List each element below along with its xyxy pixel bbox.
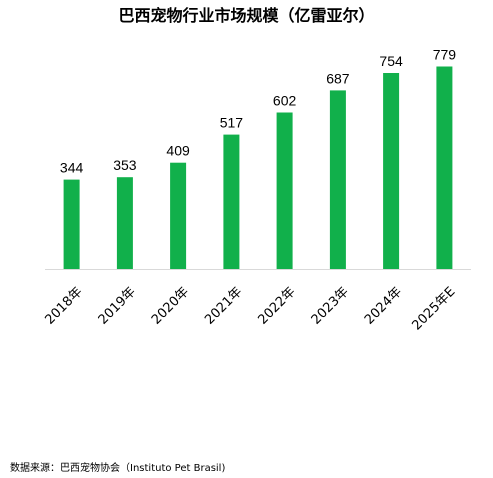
value-label-2022年: 602 xyxy=(273,93,297,109)
bar-2022年 xyxy=(276,112,293,269)
x-tick-label-2021年: 2021年 xyxy=(202,284,245,327)
x-tick-label-2018年: 2018年 xyxy=(42,284,85,327)
source-note: 数据来源：巴西宠物协会（Instituto Pet Brasil) xyxy=(10,463,226,474)
value-label-2018年: 344 xyxy=(60,160,84,176)
chart-title: 巴西宠物行业市场规模（亿雷亚尔） xyxy=(118,6,375,25)
value-label-2021年: 517 xyxy=(220,115,244,131)
value-labels: 344 353 409 517 602 687 754 779 xyxy=(60,47,456,176)
x-tick-label-2023年: 2023年 xyxy=(309,284,352,327)
bar-2025年E xyxy=(436,66,453,269)
x-tick-label-2024年: 2024年 xyxy=(362,284,405,327)
x-tick-label-2025年E: 2025年E xyxy=(409,284,458,333)
value-label-2023年: 687 xyxy=(326,70,350,86)
bar-2020年 xyxy=(170,162,187,269)
bar-2021年 xyxy=(223,134,240,269)
value-label-2019年: 353 xyxy=(113,157,137,173)
x-tick-labels: 2018年 2019年 2020年 2021年 2022年 2023年 2024年 2025年… xyxy=(42,284,458,333)
x-tick-label-2019年: 2019年 xyxy=(96,284,139,327)
bars xyxy=(63,66,453,270)
x-tick-label-2020年: 2020年 xyxy=(149,284,192,327)
value-label-2025年E: 779 xyxy=(433,47,457,63)
bar-2024年 xyxy=(383,73,400,269)
x-tick-label-2022年: 2022年 xyxy=(255,284,298,327)
value-label-2020年: 409 xyxy=(166,143,190,159)
bar-2018年 xyxy=(63,179,80,269)
bar-2023年 xyxy=(329,90,346,270)
bar-2019年 xyxy=(116,177,133,269)
value-label-2024年: 754 xyxy=(379,53,403,69)
